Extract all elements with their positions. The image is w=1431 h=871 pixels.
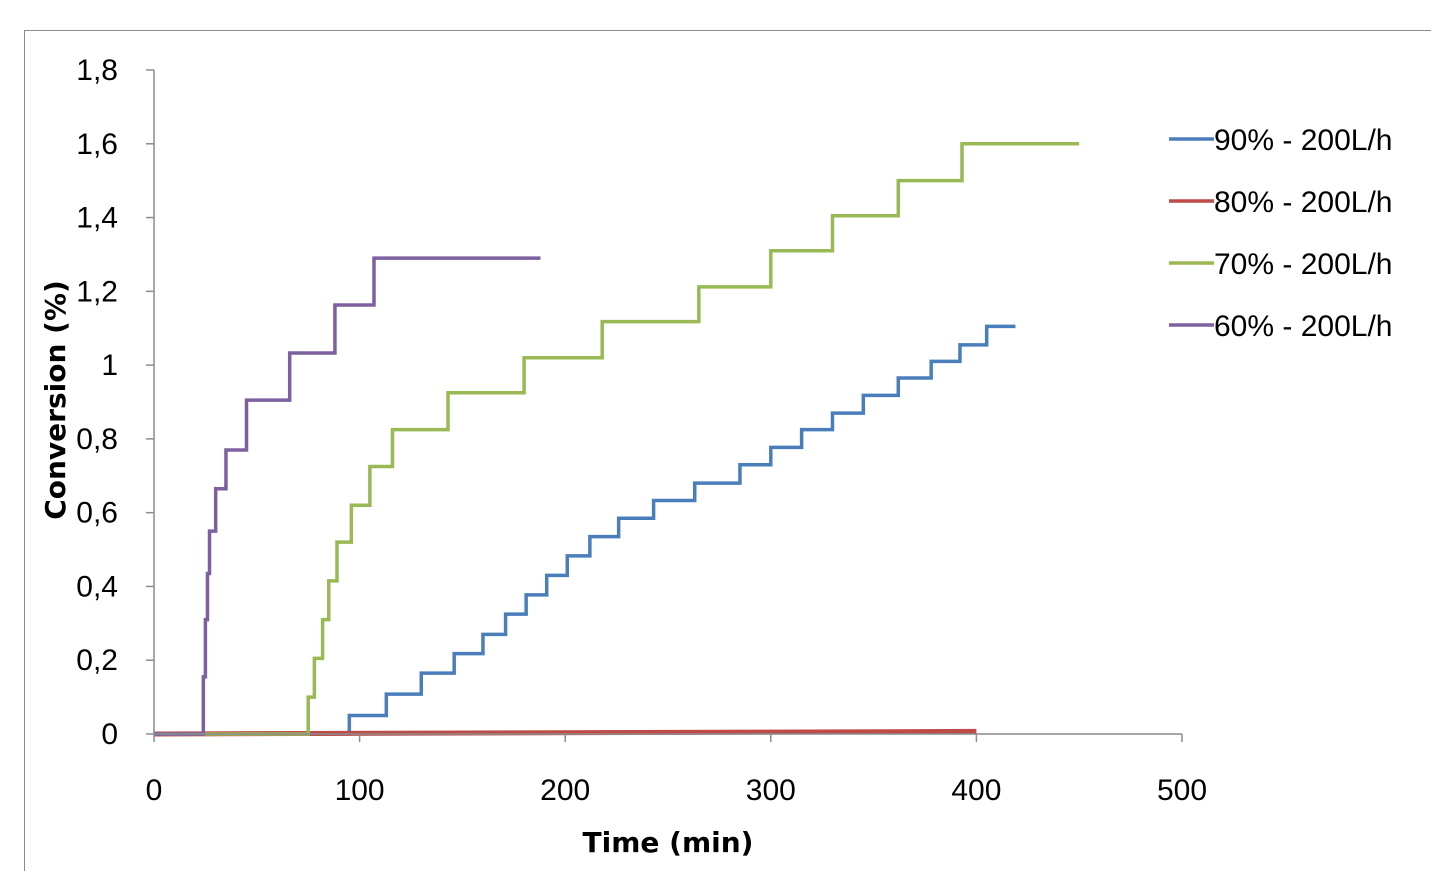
series-line-1 <box>154 324 1016 736</box>
legend-label-1: 90% - 200L/h <box>1214 124 1392 157</box>
x-tick-label: 400 <box>951 774 1001 807</box>
y-axis-title: Conversion (%) <box>39 280 72 520</box>
y-tick-label: 1,4 <box>76 202 118 235</box>
legend-label-4: 60% - 200L/h <box>1214 310 1392 343</box>
x-tick-label: 0 <box>146 774 163 807</box>
y-tick-label: 1 <box>101 349 118 382</box>
y-tick-label: 1,6 <box>76 128 118 161</box>
y-ticks: 0 0,2 0,4 0,6 0,8 1 1,2 1,4 1,6 1,8 <box>76 54 154 751</box>
series-line-4 <box>154 256 541 736</box>
y-tick-label: 0,4 <box>76 570 118 603</box>
axes <box>153 70 1182 735</box>
y-tick-label: 0,2 <box>76 644 118 677</box>
x-tick-label: 300 <box>746 774 796 807</box>
y-tick-label: 0,6 <box>76 497 118 530</box>
x-tick-label: 500 <box>1157 774 1207 807</box>
legend: 90% - 200L/h 80% - 200L/h 70% - 200L/h 60% … <box>1169 124 1392 343</box>
y-tick-label: 0 <box>101 718 118 751</box>
x-tick-label: 100 <box>335 774 385 807</box>
y-tick-label: 1,8 <box>76 54 118 87</box>
x-tick-label: 200 <box>540 774 590 807</box>
x-axis-title: Time (min) <box>583 826 754 858</box>
x-ticks: 0 100 200 300 400 500 <box>146 734 1207 807</box>
chart-frame <box>24 30 1431 871</box>
y-tick-label: 0,8 <box>76 423 118 456</box>
y-tick-label: 1,2 <box>76 275 118 308</box>
legend-label-3: 70% - 200L/h <box>1214 248 1392 281</box>
legend-label-2: 80% - 200L/h <box>1214 186 1392 219</box>
plot-lines <box>153 142 1080 737</box>
series-line-3 <box>154 142 1080 736</box>
